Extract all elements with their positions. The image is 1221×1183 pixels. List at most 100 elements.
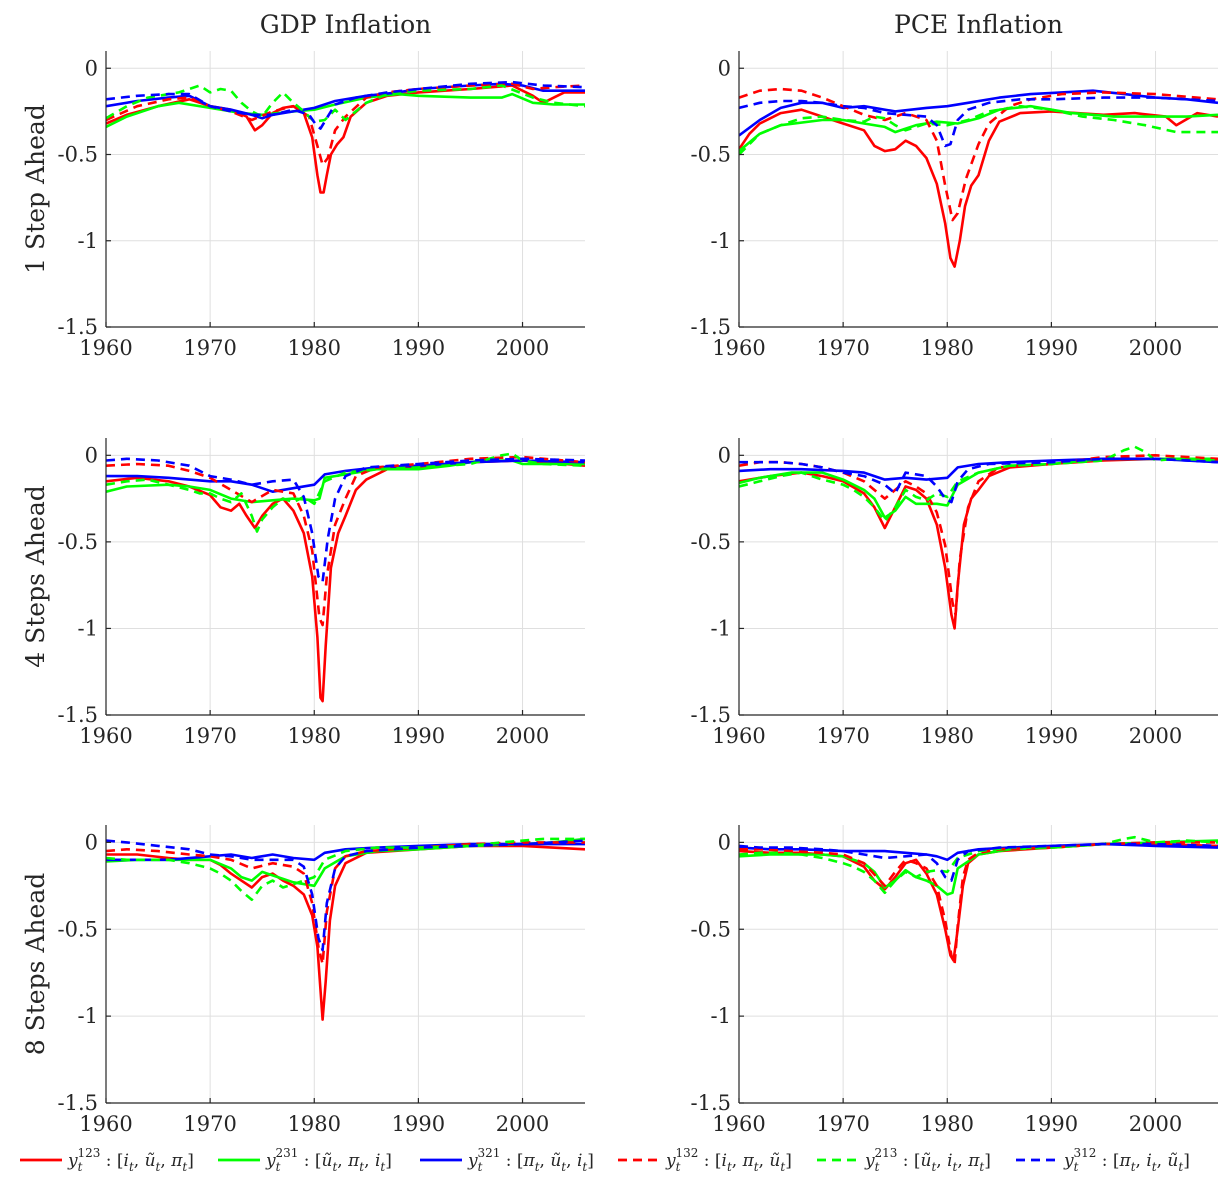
x-tick-label: 1970	[816, 724, 869, 748]
legend-label: yt132 : [it, πt, ũt]	[665, 1146, 792, 1174]
panel-title: GDP Inflation	[260, 10, 432, 39]
y-tick-label: -0.5	[58, 530, 99, 554]
x-tick-label: 1970	[816, 1112, 869, 1136]
grid	[738, 51, 1218, 328]
row-label: 8 Steps Ahead	[21, 873, 50, 1055]
y-tick-label: 0	[718, 830, 731, 854]
y-tick-label: 0	[85, 830, 98, 854]
legend-label: yt213 : [ũt, it, πt]	[864, 1146, 991, 1174]
row-label: 1 Step Ahead	[21, 104, 50, 274]
legend-label: yt123 : [it, ũt, πt]	[67, 1146, 194, 1174]
row-label: 4 Steps Ahead	[21, 485, 50, 667]
legend-item-123: yt123 : [it, ũt, πt]	[20, 1146, 194, 1174]
series-line-213	[739, 835, 1218, 895]
series-line-231	[739, 104, 1218, 153]
grid	[105, 825, 585, 1104]
x-tick-label: 1970	[183, 724, 236, 748]
series-line-312	[739, 96, 1218, 148]
x-tick-label: 1980	[921, 724, 974, 748]
panel-6: 1960 1970 1980 1990 2000 0 -0.5 -1 -1.5	[691, 825, 1218, 1136]
series-line-132	[106, 841, 585, 966]
panel-4: 1960 1970 1980 1990 2000 0 -0.5 -1 -1.5	[691, 438, 1218, 748]
y-tick-label: -1	[78, 616, 98, 640]
legend-item-213: yt213 : [ũt, it, πt]	[817, 1146, 991, 1174]
y-tick-label: -1	[711, 229, 731, 253]
x-tick-label: 1990	[1025, 724, 1078, 748]
series-line-321	[739, 457, 1218, 481]
x-tick-label: 1990	[392, 1112, 445, 1136]
x-tick-label: 1960	[712, 724, 765, 748]
panel-1: 1960 1970 1980 1990 2000 0 -0.5 -1 -1.5 GDP Infla…	[21, 10, 585, 360]
x-tick-label: 2000	[1129, 724, 1182, 748]
x-tick-label: 1960	[79, 1112, 132, 1136]
x-tick-label: 1990	[392, 336, 445, 360]
x-tick-label: 1980	[921, 1112, 974, 1136]
x-tick-label: 1990	[1025, 336, 1078, 360]
series-line-132	[739, 454, 1218, 616]
series-line-312	[106, 80, 585, 130]
series-group	[739, 835, 1218, 966]
x-tick-label: 1960	[712, 336, 765, 360]
series-line-213	[739, 104, 1218, 156]
series-line-213	[106, 452, 585, 533]
y-tick-label: -1	[78, 229, 98, 253]
y-tick-label: -0.5	[58, 143, 99, 167]
y-tick-label: -1.5	[58, 1091, 99, 1115]
x-tick-label: 1980	[288, 724, 341, 748]
y-tick-label: -1	[711, 1004, 731, 1028]
x-tick-label: 1980	[288, 1112, 341, 1136]
series-line-213	[739, 445, 1218, 523]
y-tick-label: 0	[85, 443, 98, 467]
series-line-321	[106, 842, 585, 862]
x-tick-label: 1970	[816, 336, 869, 360]
series-line-123	[739, 457, 1218, 630]
panels: 1960 1970 1980 1990 2000 0 -0.5 -1 -1.5 GDP Infla…	[21, 10, 1218, 1136]
legend-item-312: yt312 : [πt, it, ũt]	[1016, 1146, 1190, 1174]
x-tick-label: 2000	[1129, 336, 1182, 360]
series-line-132	[739, 87, 1218, 222]
legend-label: yt231 : [ũt, πt, it]	[265, 1146, 392, 1174]
series-line-231	[739, 457, 1218, 519]
series-group	[106, 80, 585, 194]
x-tick-label: 2000	[496, 1112, 549, 1136]
series-line-312	[739, 842, 1218, 882]
series-group	[739, 445, 1218, 630]
series-line-132	[739, 841, 1218, 966]
y-tick-label: -1.5	[58, 703, 99, 727]
series-line-132	[106, 82, 585, 167]
series-line-213	[106, 837, 585, 901]
x-tick-label: 1990	[1025, 1112, 1078, 1136]
y-tick-label: -0.5	[691, 530, 732, 554]
y-tick-label: -1	[711, 616, 731, 640]
x-tick-label: 1970	[183, 336, 236, 360]
y-tick-label: 0	[85, 56, 98, 80]
legend-item-321: yt321 : [πt, ũt, it]	[420, 1146, 594, 1174]
x-tick-label: 1970	[183, 1112, 236, 1136]
series-group	[106, 837, 585, 1021]
y-tick-label: -1.5	[691, 315, 732, 339]
series-group	[106, 452, 585, 703]
y-tick-label: -0.5	[58, 917, 99, 941]
legend-item-231: yt231 : [ũt, πt, it]	[218, 1146, 392, 1174]
legend-item-132: yt132 : [it, πt, ũt]	[618, 1146, 792, 1174]
x-tick-label: 2000	[1129, 1112, 1182, 1136]
legend: yt123 : [it, ũt, πt] yt231 : [ũt, πt, it]…	[20, 1146, 1190, 1174]
series-line-312	[106, 839, 585, 952]
y-tick-label: -0.5	[691, 917, 732, 941]
y-tick-label: -1	[78, 1004, 98, 1028]
x-tick-label: 1960	[79, 724, 132, 748]
series-line-321	[106, 459, 585, 493]
y-tick-label: 0	[718, 443, 731, 467]
panel-title: PCE Inflation	[894, 10, 1063, 39]
legend-label: yt312 : [πt, it, ũt]	[1063, 1146, 1190, 1174]
y-tick-label: 0	[718, 56, 731, 80]
y-tick-label: -0.5	[691, 143, 732, 167]
x-tick-label: 1960	[712, 1112, 765, 1136]
series-line-132	[106, 455, 585, 627]
x-tick-label: 1980	[288, 336, 341, 360]
y-tick-label: -1.5	[691, 1091, 732, 1115]
legend-label: yt321 : [πt, ũt, it]	[467, 1146, 594, 1174]
x-tick-label: 1980	[921, 336, 974, 360]
x-tick-label: 1960	[79, 336, 132, 360]
x-tick-label: 2000	[496, 724, 549, 748]
